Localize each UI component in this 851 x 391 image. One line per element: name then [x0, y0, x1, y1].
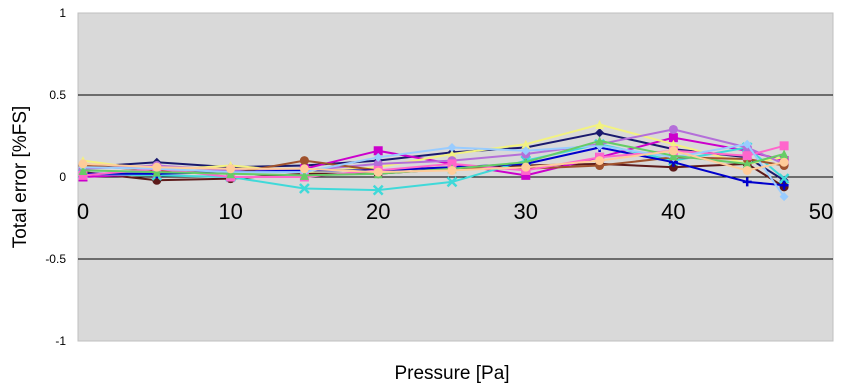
data-point [742, 151, 752, 161]
data-point [447, 149, 457, 159]
series-10 [78, 139, 789, 202]
data-point [78, 170, 88, 180]
data-point [521, 170, 531, 180]
data-point [299, 156, 309, 166]
x-tick-label: 30 [514, 199, 538, 224]
data-point [779, 192, 789, 202]
data-point [446, 176, 458, 188]
data-point [668, 133, 678, 143]
data-point [78, 159, 88, 169]
data-point [742, 177, 752, 187]
data-point [226, 164, 236, 174]
data-point [668, 151, 678, 161]
data-point [595, 136, 605, 146]
data-point [595, 156, 605, 166]
data-point [372, 184, 384, 196]
data-point [779, 141, 789, 151]
x-tick-label: 0 [77, 199, 89, 224]
data-point [521, 162, 531, 172]
x-tick-labels: 0 10 20 30 40 50 [77, 199, 833, 224]
data-point [373, 146, 383, 156]
x-tick-label: 50 [809, 199, 833, 224]
data-point [226, 169, 236, 179]
data-point [299, 164, 309, 174]
data-point [595, 128, 605, 138]
data-point [447, 142, 457, 152]
data-point [447, 159, 457, 169]
x-axis-title: Pressure [Pa] [394, 363, 509, 384]
data-point [742, 139, 752, 149]
y-tick-label: -0.5 [45, 252, 66, 266]
data-point [299, 170, 309, 180]
series-group [77, 120, 790, 202]
data-point [742, 159, 752, 169]
data-point [778, 173, 790, 185]
data-point [521, 139, 531, 149]
data-point [668, 124, 678, 134]
data-point [779, 157, 789, 167]
y-tick-labels: 1 0.5 0 -0.5 -1 [45, 6, 66, 348]
data-point [779, 149, 789, 159]
data-point [152, 162, 162, 172]
x-tick-label: 20 [366, 199, 390, 224]
y-tick-label: -1 [55, 334, 66, 348]
data-point [668, 162, 678, 172]
series-12 [78, 146, 789, 177]
data-point [779, 180, 789, 190]
data-point [447, 165, 457, 175]
data-point [595, 120, 605, 130]
data-point [299, 183, 310, 194]
data-point [152, 167, 162, 177]
data-point [78, 165, 88, 175]
y-tick-label: 1 [59, 6, 66, 20]
data-point [742, 165, 752, 175]
y-tick-label: 0.5 [49, 88, 66, 102]
x-tick-label: 40 [661, 199, 685, 224]
y-axis-title: Total error [%FS] [10, 106, 31, 249]
y-tick-label: 0 [59, 170, 66, 184]
x-tick-label: 10 [218, 199, 242, 224]
data-point [668, 146, 678, 156]
data-point [373, 152, 383, 162]
data-point [373, 167, 383, 177]
data-point [521, 146, 531, 156]
